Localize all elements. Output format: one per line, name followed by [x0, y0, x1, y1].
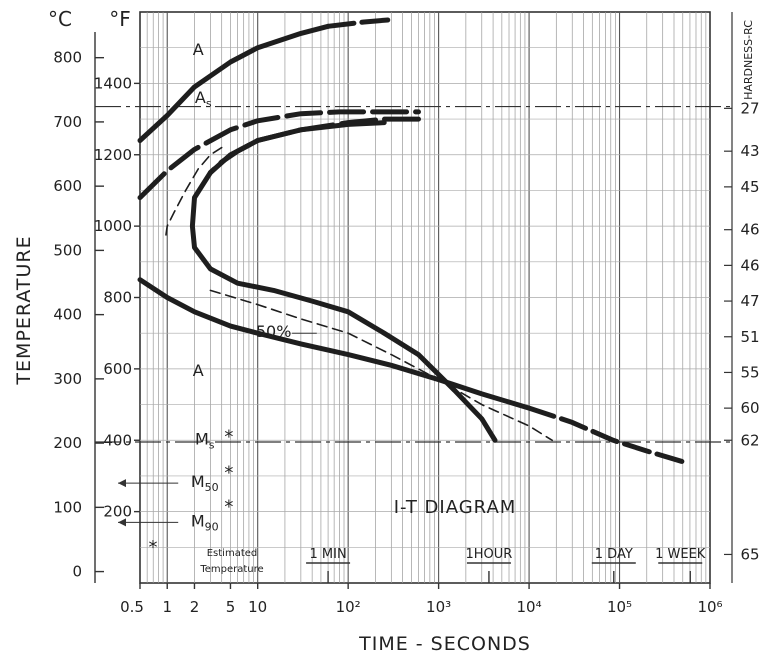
x-tick-label: 5 [226, 598, 236, 616]
hardness-axis-title: HARDNESS-RC [742, 20, 755, 100]
curve-fifty-percent-line [209, 289, 553, 442]
time-marker-label: 1 WEEK [655, 547, 706, 562]
hardness-label: 46 [740, 221, 759, 239]
hardness-label: 62 [740, 431, 759, 449]
time-marker-label: 1 DAY [595, 547, 633, 562]
x-tick-label: 10⁵ [607, 598, 632, 616]
arrowhead-m90 [118, 518, 126, 527]
x-tick-label: 10⁶ [697, 598, 722, 616]
annotation-a: A [193, 361, 204, 380]
celsius-tick-label: 600 [53, 177, 82, 195]
x-tick-label: 2 [190, 598, 200, 616]
curve-transformation-finish-dashed [526, 405, 686, 465]
hardness-label: 47 [740, 292, 759, 310]
hardness-label: 65 [740, 545, 759, 563]
celsius-tick-label: 100 [53, 498, 82, 516]
estimated-temperature-note: * Estimated Temperature [149, 537, 264, 575]
y-unit-right: °F [109, 7, 131, 31]
hardness-label: 46 [740, 256, 759, 274]
annotation-m90: M90 [191, 511, 219, 533]
celsius-tick-label: 0 [72, 563, 82, 581]
asterisk-m90: * [224, 496, 233, 517]
x-tick-label: 10 [248, 598, 267, 616]
x-tick-label: 10² [336, 598, 361, 616]
fahrenheit-tick-label: 1200 [94, 146, 132, 164]
time-marker-label: 1 MIN [309, 547, 346, 562]
curve-austenite-upper-boundary-dashed [325, 17, 392, 29]
curve-austenite-upper-boundary [137, 23, 331, 143]
celsius-tick-label: 700 [53, 113, 82, 131]
x-tick-label: 10⁴ [517, 598, 542, 616]
curve-transformation-end [207, 116, 421, 176]
x-axis-title: TIME - SECONDS [358, 633, 531, 655]
celsius-tick-label: 400 [53, 306, 82, 324]
fahrenheit-tick-label: 400 [103, 431, 132, 449]
y-axis-title: TEMPERATURE [13, 235, 35, 385]
hardness-label: 51 [740, 328, 759, 346]
hardness-label: 45 [740, 178, 759, 196]
x-tick-label: 10³ [426, 598, 451, 616]
annotation-a: A [193, 40, 204, 59]
hardness-label: 55 [740, 363, 759, 381]
x-tick-label: 0.5 [120, 598, 144, 616]
celsius-tick-label: 200 [53, 434, 82, 452]
celsius-tick-label: 300 [53, 370, 82, 388]
y-unit-left: °C [48, 7, 72, 31]
annotation-as: As [195, 88, 212, 110]
annotation-m50: M50 [191, 472, 219, 494]
curve-transformation-finish [137, 277, 532, 411]
annotation-ms: Ms [195, 429, 215, 451]
fahrenheit-tick-label: 600 [103, 360, 132, 378]
fahrenheit-tick-label: 800 [103, 289, 132, 307]
asterisk-m50: * [224, 462, 233, 483]
fahrenheit-tick-label: 1000 [94, 217, 132, 235]
estimated-line-1: Estimated [207, 548, 258, 559]
x-tick-label: 1 [162, 598, 172, 616]
axes: 0100200300400500600700800200400600800100… [53, 12, 760, 616]
estimated-line-2: Temperature [199, 564, 263, 575]
estimated-symbol: * [149, 537, 158, 558]
fahrenheit-tick-label: 1400 [94, 74, 132, 92]
hardness-label: 60 [740, 399, 759, 417]
curve-start-dashed-thin [164, 146, 223, 242]
time-marker-label: 1HOUR [466, 547, 513, 562]
annotation-50pct: 50% [256, 322, 292, 341]
celsius-tick-label: 500 [53, 241, 82, 259]
hardness-label: 43 [740, 142, 759, 160]
chart-title: I-T DIAGRAM [394, 497, 517, 518]
celsius-tick-label: 800 [53, 49, 82, 67]
arrowhead-m50 [118, 479, 126, 488]
asterisk-ms: * [224, 427, 233, 448]
hardness-label: 27 [740, 99, 759, 117]
curve-as-dashed-line [137, 109, 421, 201]
fahrenheit-tick-label: 200 [103, 503, 132, 521]
reference-lines [95, 105, 732, 443]
